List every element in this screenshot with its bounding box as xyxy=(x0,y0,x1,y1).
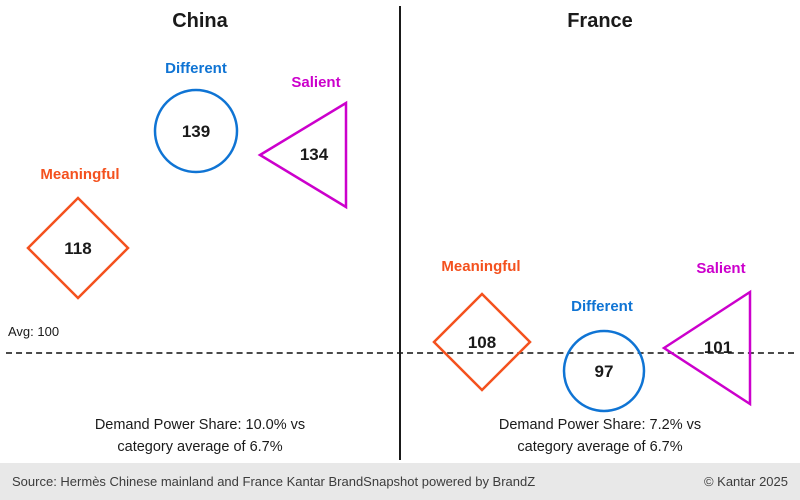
china-meaningful-label: Meaningful xyxy=(40,166,120,183)
china-demand-power: Demand Power Share: 10.0% vs category av… xyxy=(0,414,400,459)
france-meaningful-diamond: 108 xyxy=(432,292,532,392)
panel-title-china: China xyxy=(172,10,228,32)
france-demand-line2: category average of 6.7% xyxy=(517,439,683,456)
france-demand-power: Demand Power Share: 7.2% vs category ave… xyxy=(400,414,800,459)
france-demand-line1: Demand Power Share: 7.2% vs xyxy=(498,417,702,433)
china-demand-line1: Demand Power Share: 10.0% vs xyxy=(94,417,306,433)
france-different-label: Different xyxy=(571,298,633,315)
panel-title-france: France xyxy=(567,10,633,32)
footer: Source: Hermès Chinese mainland and Fran… xyxy=(0,463,800,500)
china-different-circle: 139 xyxy=(153,88,239,174)
source-text: Source: Hermès Chinese mainland and Fran… xyxy=(12,474,536,489)
china-demand-line2: category average of 6.7% xyxy=(117,439,283,456)
france-different-value: 97 xyxy=(595,362,614,381)
china-salient-triangle: 134 xyxy=(257,100,348,210)
china-salient-value: 134 xyxy=(300,145,329,164)
copyright-text: © Kantar 2025 xyxy=(703,474,788,489)
france-different-circle: 97 xyxy=(562,329,646,413)
china-meaningful-diamond: 118 xyxy=(26,196,130,300)
china-meaningful-value: 118 xyxy=(64,239,91,258)
average-label: Avg: 100 xyxy=(8,324,60,339)
panel-divider xyxy=(399,6,401,460)
france-salient-label: Salient xyxy=(696,260,746,277)
france-salient-value: 101 xyxy=(704,338,732,357)
france-meaningful-label: Meaningful xyxy=(441,258,521,275)
france-salient-triangle: 101 xyxy=(661,289,752,407)
china-different-value: 139 xyxy=(182,122,210,141)
china-salient-label: Salient xyxy=(291,74,341,91)
france-meaningful-value: 108 xyxy=(468,333,496,352)
china-different-label: Different xyxy=(165,60,227,77)
